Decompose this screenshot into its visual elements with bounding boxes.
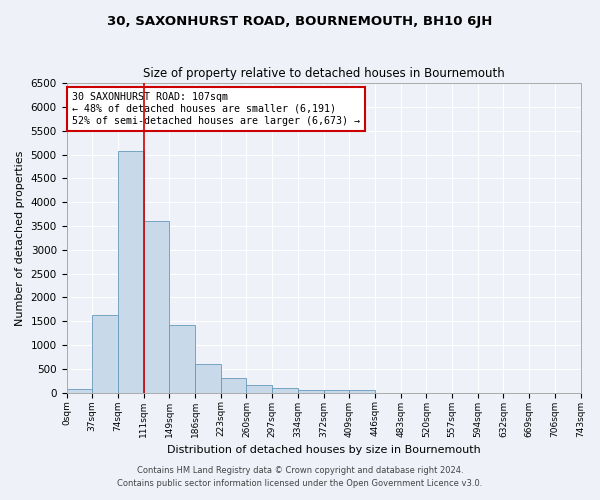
Bar — [349, 390, 375, 392]
Bar — [92, 316, 118, 392]
Bar — [298, 390, 323, 392]
Text: 30, SAXONHURST ROAD, BOURNEMOUTH, BH10 6JH: 30, SAXONHURST ROAD, BOURNEMOUTH, BH10 6… — [107, 15, 493, 28]
Bar — [67, 389, 92, 392]
Y-axis label: Number of detached properties: Number of detached properties — [15, 150, 25, 326]
Text: 30 SAXONHURST ROAD: 107sqm
← 48% of detached houses are smaller (6,191)
52% of s: 30 SAXONHURST ROAD: 107sqm ← 48% of deta… — [71, 92, 359, 126]
Bar — [143, 221, 169, 392]
Text: Contains HM Land Registry data © Crown copyright and database right 2024.
Contai: Contains HM Land Registry data © Crown c… — [118, 466, 482, 487]
X-axis label: Distribution of detached houses by size in Bournemouth: Distribution of detached houses by size … — [167, 445, 481, 455]
Title: Size of property relative to detached houses in Bournemouth: Size of property relative to detached ho… — [143, 68, 505, 80]
Bar — [272, 388, 298, 392]
Bar — [323, 390, 349, 392]
Bar — [247, 386, 272, 392]
Bar — [169, 326, 195, 392]
Bar — [221, 378, 247, 392]
Bar — [195, 364, 221, 392]
Bar — [118, 151, 143, 392]
